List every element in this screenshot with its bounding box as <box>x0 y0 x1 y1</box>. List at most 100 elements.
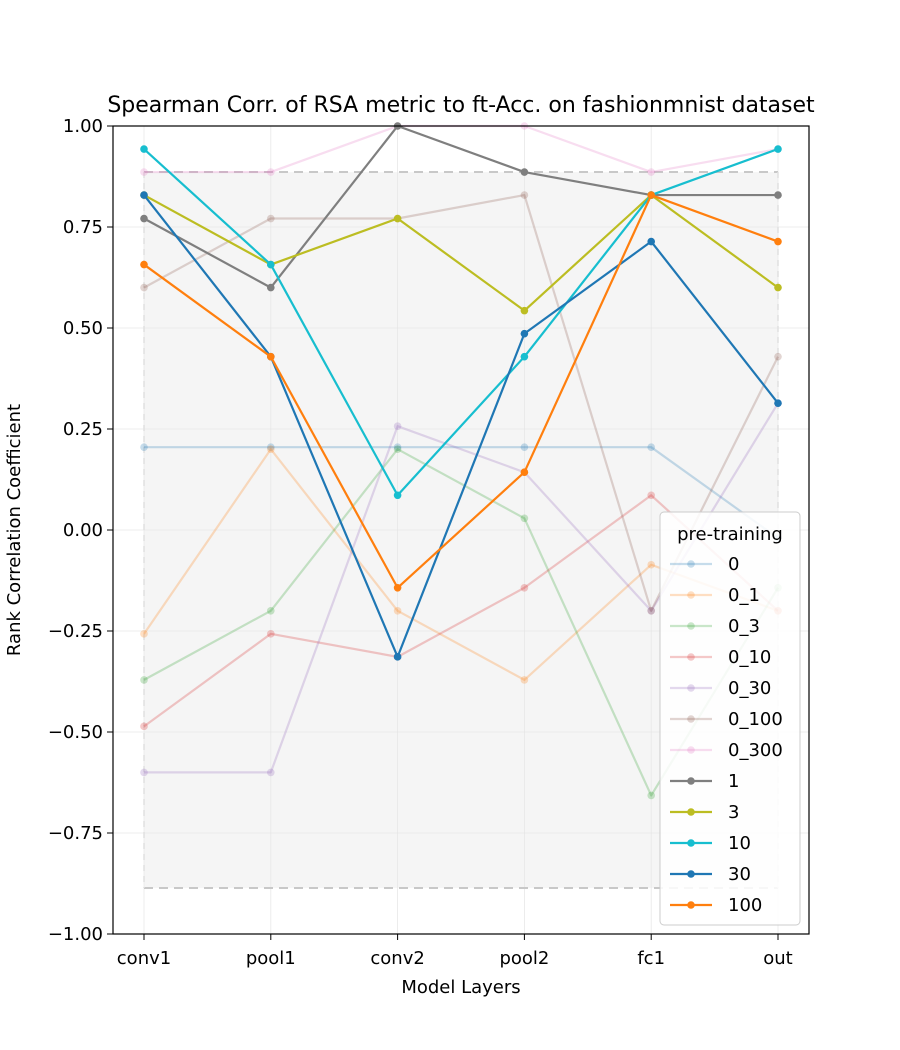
legend-item-0_10: 0_10 <box>670 647 771 668</box>
legend-label: 1 <box>728 771 739 792</box>
legend-label: 0 <box>728 554 739 575</box>
series-line <box>143 194 779 658</box>
data-point <box>140 214 148 223</box>
data-point <box>520 191 529 199</box>
data-point <box>520 352 529 361</box>
legend-swatch-marker <box>687 746 695 754</box>
data-point <box>647 607 655 615</box>
series-0 <box>140 443 782 542</box>
legend-swatch-marker <box>687 591 695 599</box>
data-point <box>140 443 148 451</box>
y-tick-label: −0.50 <box>48 722 103 743</box>
y-tick-label: −0.75 <box>48 823 103 844</box>
data-point <box>520 583 529 592</box>
data-point <box>140 283 148 292</box>
data-point <box>647 191 655 199</box>
legend-label: 0_1 <box>728 585 760 606</box>
legend-swatch-marker <box>687 839 695 847</box>
data-point <box>140 191 148 199</box>
data-point <box>267 768 275 777</box>
data-point <box>393 491 402 500</box>
data-point <box>520 443 529 451</box>
legend-label: 0_30 <box>728 678 771 699</box>
data-point <box>267 445 275 454</box>
y-tick-label: 0.00 <box>63 520 103 541</box>
legend-item-3: 3 <box>670 802 739 823</box>
legend-label: 0_100 <box>728 709 783 730</box>
legend-item-1: 1 <box>670 771 739 792</box>
legend-label: 30 <box>728 864 751 885</box>
y-tick-label: −1.00 <box>48 924 103 945</box>
data-point <box>140 168 148 176</box>
legend-item-0_30: 0_30 <box>670 678 771 699</box>
data-point <box>647 491 655 500</box>
data-point <box>267 630 275 638</box>
legend-title: pre-training <box>677 524 783 545</box>
y-tick-label: 0.75 <box>63 217 103 238</box>
data-point <box>393 443 402 451</box>
data-point <box>393 583 402 592</box>
data-point <box>140 145 148 153</box>
series-line <box>144 446 779 539</box>
legend-label: 0_10 <box>728 647 771 668</box>
legend-swatch-marker <box>687 777 695 785</box>
legend-box <box>659 511 801 926</box>
legend-swatch-marker <box>687 715 695 723</box>
x-tick-label: out <box>763 948 792 969</box>
data-point <box>393 653 402 661</box>
x-axis-label: Model Layers <box>401 977 520 998</box>
data-point <box>647 560 655 569</box>
series-line <box>143 124 778 289</box>
data-point <box>267 214 275 223</box>
data-point <box>774 399 782 407</box>
y-tick-label: −0.25 <box>48 621 103 642</box>
legend-item-0_1: 0_1 <box>670 585 760 606</box>
legend-item-0: 0 <box>670 554 739 575</box>
chart-title: Spearman Corr. of RSA metric to ft-Acc. … <box>107 93 815 118</box>
legend-item-100: 100 <box>670 895 762 916</box>
legend-swatch-marker <box>687 653 695 661</box>
legend-swatch-marker <box>687 684 695 692</box>
y-axis-label: Rank Correlation Coefficient <box>4 404 25 656</box>
legend-item-0_300: 0_300 <box>670 740 783 761</box>
y-tick-label: 0.25 <box>63 419 103 440</box>
legend-item-0_100: 0_100 <box>670 709 783 730</box>
data-point <box>393 607 402 615</box>
x-tick-label: pool2 <box>499 948 549 969</box>
x-tick-label: pool1 <box>246 948 296 969</box>
data-point <box>393 445 402 454</box>
data-point <box>140 722 148 731</box>
data-point <box>647 168 655 176</box>
data-point <box>140 676 148 684</box>
data-point <box>267 443 275 451</box>
legend-item-30: 30 <box>670 864 751 885</box>
legend-swatch-marker <box>687 901 695 909</box>
legend-label: 0_300 <box>728 740 783 761</box>
legend: pre-training 0 0_1 0_3 0_10 0_30 0_100 0_300 1 3 1… <box>659 511 801 926</box>
series-line <box>143 193 779 312</box>
legend-label: 0_3 <box>728 616 760 637</box>
x-tick-label: conv2 <box>370 948 424 969</box>
legend-label: 10 <box>728 833 751 854</box>
data-point <box>520 468 529 477</box>
data-point <box>647 791 655 800</box>
x-tick-label: fc1 <box>637 948 665 969</box>
legend-swatch-marker <box>687 808 695 816</box>
x-tick-label: conv1 <box>117 948 171 969</box>
data-point <box>520 306 529 315</box>
data-point <box>267 607 275 615</box>
y-tick-label: 1.00 <box>63 116 103 137</box>
data-point <box>393 422 402 430</box>
legend-label: 3 <box>728 802 739 823</box>
data-point <box>140 260 148 269</box>
data-point <box>774 283 782 292</box>
data-point <box>520 676 529 684</box>
legend-swatch-marker <box>687 870 695 878</box>
data-point <box>520 329 529 338</box>
data-point <box>774 352 782 361</box>
data-point <box>140 630 148 638</box>
legend-swatch-marker <box>687 622 695 630</box>
data-point <box>267 352 275 361</box>
legend-label: 100 <box>728 895 762 916</box>
